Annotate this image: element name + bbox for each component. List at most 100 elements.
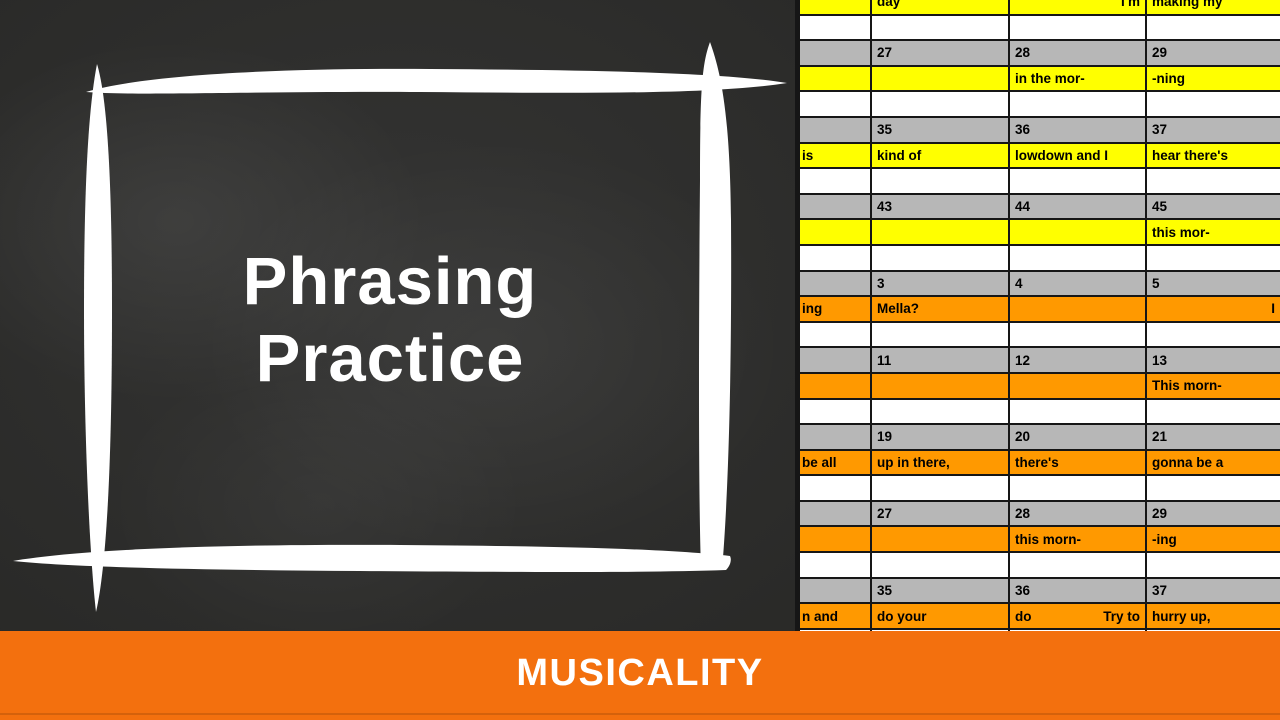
lyric-cell: [872, 169, 1010, 193]
lyric-cell: [1010, 322, 1147, 347]
cell-text-left: 43: [877, 199, 893, 215]
cell-text-left: 28: [1015, 506, 1031, 522]
bar-number-cell: 11: [872, 348, 1010, 372]
lyric-cell: [1147, 16, 1280, 40]
bar-number-row: 35 36 37: [800, 578, 1280, 605]
bar-number-row: 35 36 37: [800, 117, 1280, 144]
bar-number-cell: [800, 194, 872, 219]
lyric-cell: [800, 399, 872, 424]
lyric-cell: is: [800, 143, 872, 168]
bar-number-row: 11 12 13: [800, 348, 1280, 374]
lyric-cell: [1010, 553, 1147, 577]
lyric-cell: [872, 373, 1010, 398]
bar-number-cell: 36: [1010, 117, 1147, 142]
lyric-cell: [872, 322, 1010, 347]
lyric-cell: in the mor-: [1010, 66, 1147, 91]
cell-text-left: 27: [877, 506, 893, 522]
chalkboard-panel: Phrasing Practice: [0, 0, 795, 631]
lyric-cell: [1147, 323, 1280, 347]
lyric-cell: [872, 15, 1010, 40]
cell-text-left: 35: [877, 122, 893, 138]
title-line-1: Phrasing: [242, 244, 538, 319]
lyric-row: is kind of lowdown and I hear there's: [800, 143, 1280, 170]
chalk-frame-top-stroke: [86, 68, 787, 94]
lyric-cell: day: [872, 0, 1010, 14]
lyric-cell: [1010, 476, 1147, 500]
lyric-cell: This morn-: [1147, 374, 1280, 398]
bar-number-cell: 13: [1147, 348, 1280, 372]
cell-text-left: 45: [1152, 199, 1168, 215]
lyric-cell: [1147, 400, 1280, 424]
lyric-cell: [1010, 399, 1147, 424]
lyric-cell: -ning: [1147, 67, 1280, 91]
cell-text-left: 3: [877, 275, 885, 291]
spacer-row: [800, 245, 1280, 272]
bar-number-cell: 28: [1010, 41, 1147, 65]
spacer-row: [800, 15, 1280, 42]
chalk-frame-left-stroke: [84, 64, 112, 612]
bar-number-cell: 3: [872, 271, 1010, 296]
lyric-cell: this mor-: [1147, 220, 1280, 244]
cell-text-left: -ing: [1152, 531, 1177, 547]
cell-text-left: 20: [1015, 429, 1031, 445]
cell-text-left: 4: [1015, 275, 1023, 291]
lyric-cell: kind of: [872, 143, 1010, 168]
lyric-cell: [800, 15, 872, 40]
lyric-cell: hurry up,: [1147, 604, 1280, 628]
bar-number-cell: 19: [872, 425, 1010, 449]
bar-number-cell: 45: [1147, 195, 1280, 219]
bar-number-row: 43 44 45: [800, 194, 1280, 221]
lyric-row: in the mor- -ning: [800, 66, 1280, 93]
cell-text-left: is: [802, 147, 814, 163]
cell-text-left: day: [877, 0, 901, 10]
cell-text-left: 35: [877, 582, 893, 598]
chalk-frame: [0, 0, 795, 631]
lyric-cell: [1147, 246, 1280, 270]
lyric-cell: [1147, 169, 1280, 193]
bar-number-cell: 44: [1010, 194, 1147, 219]
lyric-cell: n and: [800, 604, 872, 628]
lyric-cell: Mella?: [872, 297, 1010, 321]
lyric-cell: [800, 553, 872, 577]
title-line-2: Practice: [255, 321, 525, 396]
lyric-cell: [872, 245, 1010, 270]
lyric-cell: up in there,: [872, 450, 1010, 475]
lyric-cell: do Try to: [1010, 604, 1147, 628]
cell-text-left: 19: [877, 429, 893, 445]
cell-text-right: I: [1271, 301, 1275, 317]
bar-number-cell: [800, 117, 872, 142]
cell-text-left: 37: [1152, 122, 1168, 138]
cell-text-left: up in there,: [877, 454, 950, 470]
lyric-cell: [1010, 245, 1147, 270]
lyric-row: n and do your do Try to hurry up,: [800, 604, 1280, 630]
bar-number-cell: 37: [1147, 579, 1280, 603]
cell-text-left: do: [1015, 608, 1032, 624]
banner-seam-line: [0, 713, 1280, 715]
banner-label: MUSICALITY: [516, 652, 764, 694]
bar-number-row: 27 28 29: [800, 41, 1280, 67]
bar-number-row: 19 20 21: [800, 425, 1280, 451]
lyric-cell: [872, 527, 1010, 552]
bar-number-cell: 5: [1147, 272, 1280, 296]
lyric-cell: there's: [1010, 450, 1147, 475]
lyric-cell: [1010, 297, 1147, 321]
bar-number-cell: [800, 501, 872, 526]
bar-number-cell: 4: [1010, 271, 1147, 296]
cell-text-left: 13: [1152, 352, 1168, 368]
bar-number-cell: 28: [1010, 501, 1147, 526]
lyric-cell: [872, 92, 1010, 116]
cell-text-left: kind of: [877, 147, 922, 163]
lyric-row: day I'm making my: [800, 0, 1280, 16]
lyric-cell: [1147, 553, 1280, 577]
lyric-cell: [872, 399, 1010, 424]
lyric-cell: [872, 220, 1010, 244]
bar-number-cell: [800, 348, 872, 372]
lyric-cell: this morn-: [1010, 527, 1147, 552]
bar-number-cell: 12: [1010, 348, 1147, 372]
lyric-cell: [800, 169, 872, 193]
lyric-cell: ing: [800, 297, 872, 321]
lyric-cell: [800, 527, 872, 552]
cell-text-left: making my: [1152, 0, 1223, 10]
chalk-frame-bottom-stroke: [13, 544, 731, 572]
